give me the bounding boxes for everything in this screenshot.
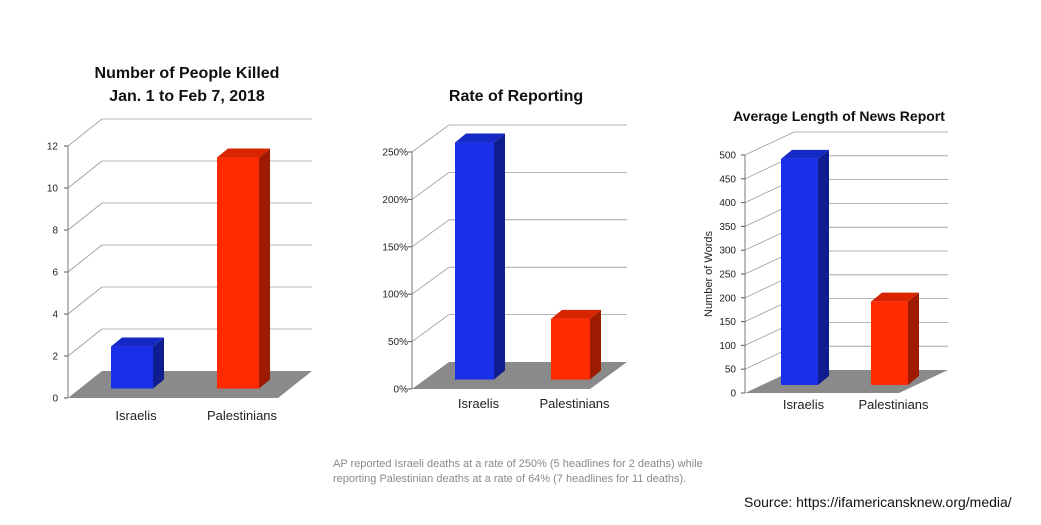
x-category-label: Israelis (458, 396, 500, 411)
gridline-diagonal (67, 118, 103, 147)
bar-front-face (217, 157, 259, 389)
bar-front-face (781, 158, 818, 385)
chart-title-line-1: Number of People Killed (95, 65, 280, 82)
gridline-diagonal (67, 202, 103, 231)
bar-israelis (781, 149, 829, 385)
bar-side-face (818, 149, 829, 385)
y-tick-label: 50 (725, 365, 737, 376)
y-tick-label: 0 (52, 394, 58, 405)
y-tick-label: 100 (719, 341, 736, 352)
gridline-diagonal (67, 328, 103, 357)
y-axis-title: Number of Words (703, 231, 715, 317)
gridline-diagonal (411, 124, 450, 153)
bar-top-face (871, 292, 919, 302)
x-category-label: Palestinians (539, 396, 610, 411)
y-tick-label: 300 (719, 246, 736, 257)
y-tick-label: 100% (382, 290, 408, 301)
y-tick-label: 2 (52, 352, 58, 363)
y-tick-label: 150% (382, 242, 408, 253)
footnote: AP reported Israeli deaths at a rate of … (333, 458, 703, 485)
gridline-diagonal (67, 160, 103, 189)
bar-front-face (551, 318, 590, 380)
gridline-diagonal (411, 314, 450, 342)
gridline-diagonal (411, 266, 450, 295)
y-tick-label: 12 (47, 142, 59, 153)
y-tick-label: 250 (719, 270, 736, 281)
y-tick-label: 10 (47, 184, 59, 195)
y-tick-label: 0 (730, 389, 736, 400)
gridline-diagonal (744, 131, 795, 156)
y-tick-label: 200 (719, 293, 736, 304)
bar-front-face (871, 301, 908, 385)
bar-israelis (111, 337, 164, 389)
gridline-diagonal (67, 286, 103, 315)
x-category-label: Palestinians (858, 397, 929, 412)
gridline-diagonal (411, 172, 450, 200)
bar-side-face (590, 309, 601, 380)
x-category-label: Palestinians (207, 408, 278, 423)
bar-palestinians (551, 309, 601, 380)
bar-front-face (111, 346, 153, 389)
chart-title-line-1: Average Length of News Report (733, 108, 945, 124)
killed-chart: Number of People Killed Jan. 1 to Feb 7, … (47, 65, 312, 423)
y-tick-label: 0% (394, 385, 409, 396)
bar-side-face (259, 148, 270, 389)
y-tick-label: 500 (719, 151, 736, 162)
bar-israelis (455, 133, 505, 380)
bar-top-face (551, 309, 601, 319)
y-tick-label: 250% (382, 148, 408, 159)
bar-top-face (781, 149, 829, 159)
report-length-chart: Average Length of News Report 0 50 100 150 20… (703, 108, 948, 412)
chart-title-line-2: Jan. 1 to Feb 7, 2018 (109, 88, 265, 105)
gridline-diagonal (67, 244, 103, 273)
bar-front-face (455, 142, 494, 380)
bar-top-face (111, 337, 164, 347)
reporting-rate-chart: Rate of Reporting 0% 50% 100% 150% 200% 250% Is… (382, 88, 627, 411)
y-tick-label: 200% (382, 195, 408, 206)
y-tick-label: 350 (719, 222, 736, 233)
gridline-diagonal (411, 219, 450, 248)
y-tick-label: 6 (52, 268, 58, 279)
y-tick-label: 400 (719, 198, 736, 209)
source-credit: Source: https://ifamericansknew.org/medi… (744, 494, 1012, 510)
bar-side-face (494, 133, 505, 380)
chart-title-line-1: Rate of Reporting (449, 88, 583, 105)
y-tick-label: 8 (52, 226, 58, 237)
bar-top-face (455, 133, 505, 143)
y-tick-label: 50% (388, 337, 408, 348)
x-category-label: Israelis (115, 408, 157, 423)
bar-palestinians (217, 148, 270, 389)
bar-side-face (153, 337, 164, 389)
y-tick-label: 150 (719, 317, 736, 328)
y-tick-label: 4 (52, 310, 58, 321)
x-category-label: Israelis (783, 397, 825, 412)
y-tick-label: 450 (719, 174, 736, 185)
bar-top-face (217, 148, 270, 158)
chart-floor (68, 371, 312, 398)
bar-side-face (908, 292, 919, 385)
bar-palestinians (871, 292, 919, 385)
